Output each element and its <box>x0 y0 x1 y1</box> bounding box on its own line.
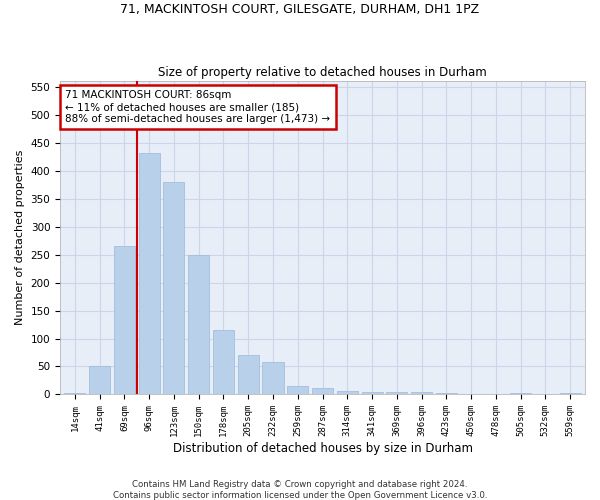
Bar <box>411 392 432 394</box>
Y-axis label: Number of detached properties: Number of detached properties <box>15 150 25 326</box>
Bar <box>510 393 531 394</box>
Bar <box>287 386 308 394</box>
Bar <box>163 182 184 394</box>
Bar <box>312 388 333 394</box>
Bar <box>262 362 284 394</box>
Bar <box>64 393 85 394</box>
Bar <box>188 254 209 394</box>
Bar <box>386 392 407 394</box>
Bar <box>213 330 234 394</box>
Text: 71 MACKINTOSH COURT: 86sqm
← 11% of detached houses are smaller (185)
88% of sem: 71 MACKINTOSH COURT: 86sqm ← 11% of deta… <box>65 90 331 124</box>
Text: 71, MACKINTOSH COURT, GILESGATE, DURHAM, DH1 1PZ: 71, MACKINTOSH COURT, GILESGATE, DURHAM,… <box>121 2 479 16</box>
Bar <box>560 393 581 394</box>
Bar <box>89 366 110 394</box>
Bar <box>114 246 135 394</box>
Bar <box>337 390 358 394</box>
Bar <box>362 392 383 394</box>
Bar <box>436 393 457 394</box>
Title: Size of property relative to detached houses in Durham: Size of property relative to detached ho… <box>158 66 487 78</box>
Text: Contains HM Land Registry data © Crown copyright and database right 2024.
Contai: Contains HM Land Registry data © Crown c… <box>113 480 487 500</box>
Bar <box>238 356 259 395</box>
X-axis label: Distribution of detached houses by size in Durham: Distribution of detached houses by size … <box>173 442 473 455</box>
Bar <box>139 152 160 394</box>
